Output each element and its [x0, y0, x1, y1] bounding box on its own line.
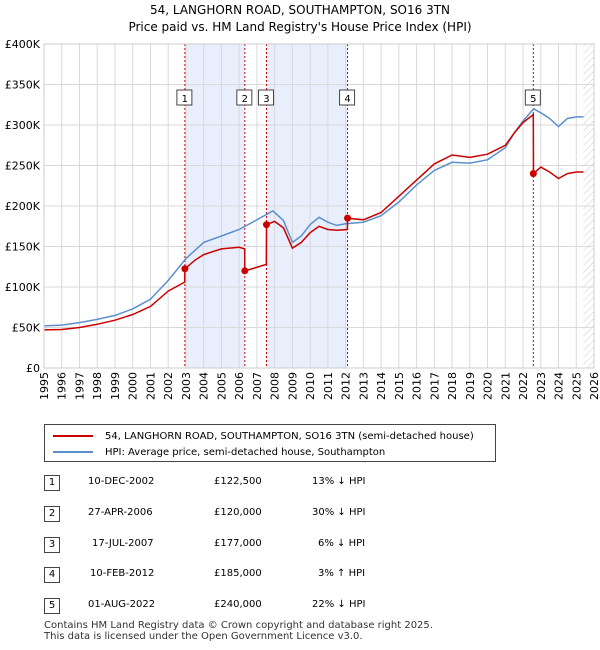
- y-tick-label: £200K: [5, 200, 41, 213]
- sale-point: [344, 214, 352, 222]
- y-tick-label: £150K: [5, 241, 41, 254]
- sale-number-badge: 5: [44, 598, 60, 614]
- footer-licence: This data is licensed under the Open Gov…: [44, 631, 363, 642]
- x-tick-label: 2016: [411, 372, 424, 400]
- x-tick-label: 2019: [464, 372, 477, 400]
- hpi-line: [43, 107, 584, 327]
- sale-date: 17-JUL-2007: [92, 538, 154, 549]
- x-tick-label: 2015: [393, 372, 406, 400]
- x-tick-label: 2025: [570, 372, 583, 400]
- footer-attribution: Contains HM Land Registry data © Crown c…: [44, 620, 433, 642]
- x-tick-label: 2017: [428, 372, 441, 400]
- sale-price: £240,000: [214, 599, 262, 610]
- x-tick-label: 2018: [446, 372, 459, 400]
- x-tick-label: 1999: [109, 372, 122, 400]
- legend-swatch-hpi: [53, 451, 93, 453]
- sale-number-box: [339, 89, 356, 106]
- x-tick-label: 2014: [375, 372, 388, 400]
- sale-number-box: [524, 89, 541, 106]
- x-tick-label: 2013: [357, 372, 370, 400]
- sale-hpi-diff: 6% ↓ HPI: [318, 538, 366, 549]
- y-tick-label: £0: [26, 362, 40, 375]
- x-tick-label: 2005: [215, 372, 228, 400]
- x-tick-label: 1997: [73, 372, 86, 400]
- sale-date: 10-DEC-2002: [88, 476, 155, 487]
- x-tick-label: 2004: [198, 372, 211, 400]
- sale-point: [529, 170, 537, 178]
- x-tick-label: 2021: [499, 372, 512, 400]
- x-tick-label: 2023: [535, 372, 548, 400]
- sale-number-badge: 3: [44, 537, 60, 553]
- sale-number-label: 5: [530, 94, 536, 105]
- y-tick-label: £300K: [5, 119, 41, 132]
- sale-number-label: 3: [263, 94, 269, 105]
- table-row: 3 17-JUL-2007 £177,000 6% ↓ HPI: [44, 537, 404, 555]
- x-tick-label: 2026: [588, 372, 600, 400]
- x-tick-label: 2002: [162, 372, 175, 400]
- sale-number-box: [176, 89, 193, 106]
- x-tick-label: 2009: [286, 372, 299, 400]
- x-tick-label: 2007: [251, 372, 264, 400]
- sale-hpi-diff: 22% ↓ HPI: [312, 599, 366, 610]
- y-tick-label: £50K: [12, 322, 41, 335]
- sale-number-label: 2: [242, 94, 248, 105]
- legend-label-property: 54, LANGHORN ROAD, SOUTHAMPTON, SO16 3TN…: [105, 430, 474, 442]
- sale-number-box: [236, 89, 253, 106]
- sale-number-label: 4: [344, 94, 350, 105]
- sale-number-badge: 4: [44, 567, 60, 583]
- sale-hpi-diff: 13% ↓ HPI: [312, 476, 366, 487]
- sale-point: [262, 221, 270, 229]
- sale-number-label: 1: [182, 94, 188, 105]
- x-tick-label: 1996: [56, 372, 69, 400]
- x-tick-label: 2024: [553, 372, 566, 400]
- x-tick-label: 2006: [233, 372, 246, 400]
- sale-price: £120,000: [214, 507, 262, 518]
- sale-point: [241, 267, 249, 275]
- footer-copyright: Contains HM Land Registry data © Crown c…: [44, 620, 433, 631]
- x-tick-label: 1998: [91, 372, 104, 400]
- legend: 54, LANGHORN ROAD, SOUTHAMPTON, SO16 3TN…: [44, 424, 496, 462]
- sale-point: [181, 265, 189, 273]
- table-row: 4 10-FEB-2012 £185,000 3% ↑ HPI: [44, 567, 404, 585]
- sale-hpi-diff: 30% ↓ HPI: [312, 507, 366, 518]
- sale-date: 27-APR-2006: [88, 507, 153, 518]
- sale-number-badge: 2: [44, 506, 60, 522]
- x-tick-label: 2020: [482, 372, 495, 400]
- sale-date: 01-AUG-2022: [88, 599, 156, 610]
- legend-item-property: 54, LANGHORN ROAD, SOUTHAMPTON, SO16 3TN…: [53, 429, 474, 443]
- property-price-line: [43, 112, 584, 331]
- x-tick-label: 2012: [340, 372, 353, 400]
- x-tick-label: 2001: [144, 372, 157, 400]
- y-tick-label: £100K: [5, 281, 41, 294]
- chart-title-line2: Price paid vs. HM Land Registry's House …: [128, 20, 472, 34]
- x-tick-label: 2022: [517, 372, 530, 400]
- sale-number-box: [257, 89, 274, 106]
- x-tick-label: 2011: [322, 372, 335, 400]
- table-row: 2 27-APR-2006 £120,000 30% ↓ HPI: [44, 506, 404, 524]
- y-tick-label: £400K: [5, 38, 41, 51]
- legend-item-hpi: HPI: Average price, semi-detached house,…: [53, 445, 385, 459]
- x-tick-label: 1995: [38, 372, 51, 400]
- plot-border: [43, 43, 595, 369]
- y-tick-label: £350K: [5, 79, 41, 92]
- sale-hpi-diff: 3% ↑ HPI: [318, 568, 366, 579]
- table-row: 5 01-AUG-2022 £240,000 22% ↓ HPI: [44, 598, 404, 616]
- sale-price: £177,000: [214, 538, 262, 549]
- y-tick-label: £250K: [5, 160, 41, 173]
- x-tick-label: 2003: [180, 372, 193, 400]
- sale-date: 10-FEB-2012: [90, 568, 155, 579]
- x-tick-label: 2010: [304, 372, 317, 400]
- price-chart: 1 2 3 4 5 £0 £50K £100K £150K £200K £250K £300K £35…: [5, 38, 600, 400]
- x-tick-label: 2008: [269, 372, 282, 400]
- chart-title-line1: 54, LANGHORN ROAD, SOUTHAMPTON, SO16 3TN: [149, 3, 451, 17]
- sale-price: £122,500: [214, 476, 262, 487]
- legend-label-hpi: HPI: Average price, semi-detached house,…: [105, 446, 386, 458]
- legend-swatch-property: [53, 435, 93, 437]
- sale-price: £185,000: [214, 568, 262, 579]
- x-tick-label: 2000: [127, 372, 140, 400]
- sale-number-badge: 1: [44, 475, 60, 491]
- table-row: 1 10-DEC-2002 £122,500 13% ↓ HPI: [44, 475, 404, 493]
